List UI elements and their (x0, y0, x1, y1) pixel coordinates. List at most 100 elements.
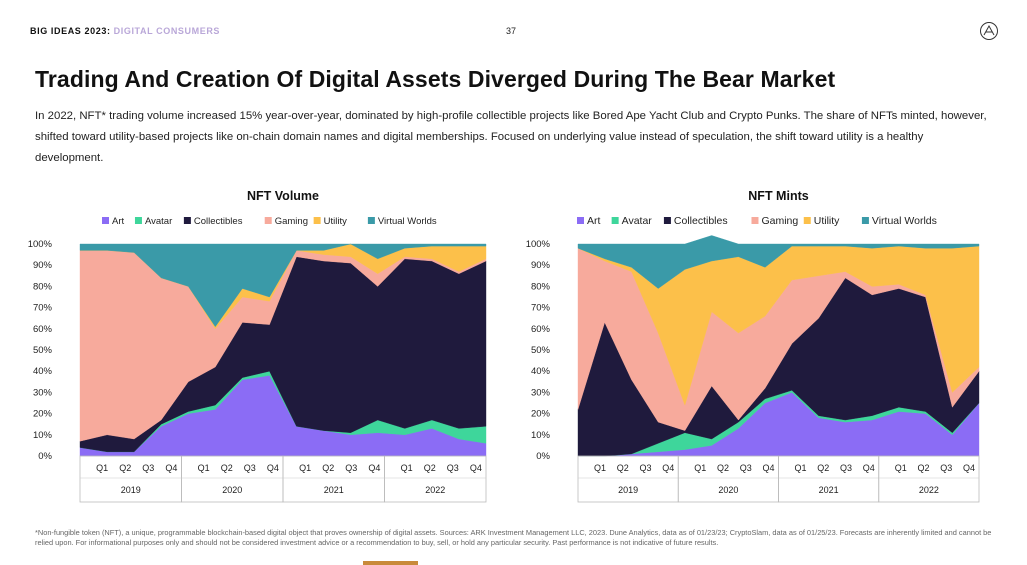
y-tick-label: 50% (33, 345, 53, 356)
legend-swatch-art (102, 217, 109, 224)
quarter-label: Q2 (617, 463, 629, 473)
nft-volume-svg: NFT Volume Art Avatar Collectibles Gaming Uti… (28, 189, 487, 503)
legend-swatch-gaming (264, 217, 272, 224)
nft-mints-chart: NFT Mints Art Avatar Collectibles Gaming Util… (525, 180, 1005, 510)
y-tick-label: 70% (33, 303, 53, 314)
quarter-label: Q4 (662, 463, 674, 473)
legend-swatch-avatar (611, 217, 619, 224)
quarter-label: Q1 (198, 463, 210, 473)
legend-swatch-collectibles (183, 217, 191, 224)
page-title: Trading And Creation Of Digital Assets D… (35, 66, 836, 92)
y-tick-label: 80% (531, 281, 551, 292)
year-group-box (384, 455, 487, 503)
quarter-label: Q1 (299, 463, 311, 473)
legend-swatch-collectibles (663, 217, 671, 224)
quarter-label: Q3 (345, 463, 357, 473)
year-label: 2020 (718, 485, 738, 495)
y-tick-label: 30% (33, 387, 53, 398)
header-separator: : (106, 26, 111, 36)
y-tick-label: 20% (33, 409, 53, 420)
year-label: 2022 (425, 485, 445, 495)
y-tick-label: 90% (33, 260, 53, 271)
y-tick-label: 50% (531, 345, 551, 356)
quarter-label: Q3 (740, 463, 752, 473)
legend-swatch-gaming (751, 217, 759, 224)
legend-label-avatar: Avatar (145, 216, 172, 227)
ark-logo-icon (980, 22, 998, 40)
quarter-label: Q2 (322, 463, 334, 473)
legend-swatch-utility (803, 217, 811, 224)
footnote: *Non-fungible token (NFT), a unique, pro… (35, 528, 992, 547)
y-tick-label: 70% (531, 303, 551, 314)
quarter-label: Q4 (963, 463, 975, 473)
quarter-label: Q4 (267, 463, 279, 473)
legend-swatch-art (577, 217, 584, 224)
quarter-label: Q1 (694, 463, 706, 473)
y-tick-label: 0% (38, 451, 52, 462)
report-header: BIG IDEAS 2023: DIGITAL CONSUMERS (30, 26, 220, 36)
quarter-label: Q2 (221, 463, 233, 473)
quarter-label: Q2 (119, 463, 131, 473)
legend-label-gaming: Gaming (275, 216, 308, 227)
legend-label-avatar: Avatar (622, 215, 653, 227)
page-number: 37 (506, 26, 517, 36)
y-tick-label: 40% (531, 366, 551, 377)
y-tick-label: 0% (536, 451, 550, 462)
section-name: DIGITAL CONSUMERS (113, 26, 221, 36)
bottom-accent-bar (363, 561, 418, 565)
y-tick-label: 40% (33, 366, 53, 377)
quarter-label: Q3 (940, 463, 952, 473)
y-tick-label: 10% (531, 430, 551, 441)
quarter-label: Q1 (401, 463, 413, 473)
chart-title: NFT Mints (748, 189, 808, 203)
y-tick-label: 100% (526, 239, 551, 250)
legend-label-utility: Utility (814, 215, 840, 227)
quarter-label: Q4 (470, 463, 482, 473)
legend-label-art: Art (587, 215, 601, 227)
y-tick-label: 100% (28, 239, 53, 250)
quarter-label: Q1 (794, 463, 806, 473)
legend-label-virtual-worlds: Virtual Worlds (872, 215, 937, 227)
legend-label-collectibles: Collectibles (194, 216, 243, 227)
quarter-label: Q4 (368, 463, 380, 473)
report-name: BIG IDEAS 2023 (30, 26, 107, 36)
legend-label-gaming: Gaming (761, 215, 798, 227)
legend-label-art: Art (112, 216, 125, 227)
quarter-label: Q3 (840, 463, 852, 473)
year-label: 2021 (324, 485, 344, 495)
year-label: 2019 (121, 485, 141, 495)
legend-swatch-avatar (134, 217, 142, 224)
legend-label-utility: Utility (324, 216, 347, 227)
y-tick-label: 60% (531, 324, 551, 335)
quarter-label: Q4 (165, 463, 177, 473)
legend-label-virtual-worlds: Virtual Worlds (378, 216, 437, 227)
y-tick-label: 60% (33, 324, 53, 335)
y-tick-label: 90% (531, 260, 551, 271)
quarter-label: Q1 (96, 463, 108, 473)
intro-paragraph: In 2022, NFT* trading volume increased 1… (35, 110, 987, 164)
area-virtual-worlds (79, 243, 487, 328)
quarter-label: Q2 (717, 463, 729, 473)
year-label: 2022 (919, 485, 939, 495)
legend-swatch-virtual-worlds (861, 217, 869, 224)
nft-volume-chart: NFT Volume Art Avatar Collectibles Gaming Uti… (28, 180, 510, 510)
area-virtual-worlds (577, 235, 980, 289)
quarter-label: Q3 (447, 463, 459, 473)
year-label: 2020 (222, 485, 242, 495)
y-tick-label: 30% (531, 387, 551, 398)
nft-mints-svg: NFT Mints Art Avatar Collectibles Gaming Util… (526, 189, 980, 503)
quarter-label: Q2 (817, 463, 829, 473)
quarter-label: Q2 (424, 463, 436, 473)
quarter-label: Q4 (763, 463, 775, 473)
legend-label-collectibles: Collectibles (674, 215, 728, 227)
quarter-label: Q3 (640, 463, 652, 473)
quarter-label: Q3 (142, 463, 154, 473)
chart-title: NFT Volume (247, 189, 319, 203)
year-group-box (878, 455, 980, 503)
legend-swatch-utility (313, 217, 321, 224)
y-tick-label: 80% (33, 281, 53, 292)
quarter-label: Q1 (594, 463, 606, 473)
y-tick-label: 10% (33, 430, 53, 441)
quarter-label: Q1 (895, 463, 907, 473)
quarter-label: Q2 (917, 463, 929, 473)
